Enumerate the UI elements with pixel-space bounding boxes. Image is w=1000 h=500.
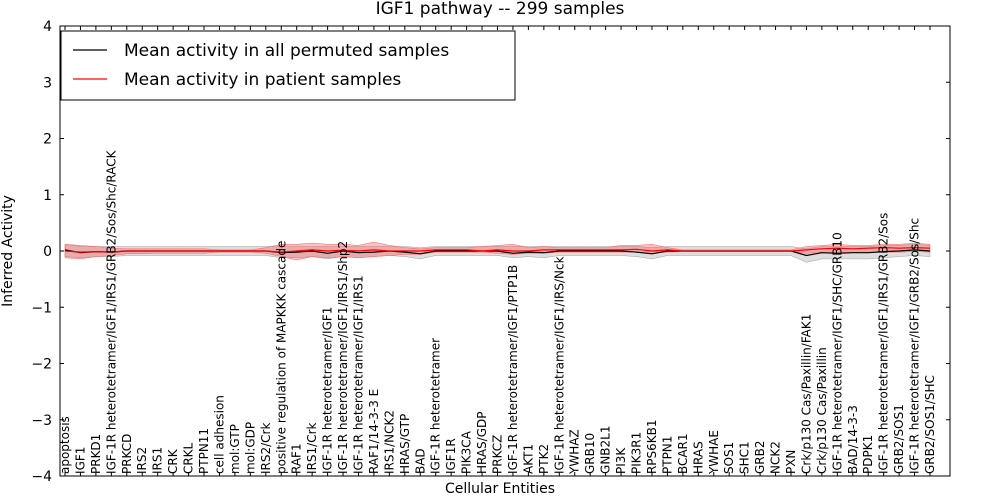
x-tick-label: GRB2/SOS1 bbox=[892, 404, 906, 474]
y-tick-label: −1 bbox=[31, 300, 52, 316]
y-tick-label: 3 bbox=[43, 75, 52, 91]
x-tick-label: SOS1 bbox=[722, 442, 736, 474]
x-tick-label: apoptosis bbox=[58, 416, 72, 474]
x-tick-label: BCAR1 bbox=[676, 433, 690, 474]
x-axis-title: Cellular Entities bbox=[445, 481, 555, 497]
x-tick-label: PTK2 bbox=[537, 444, 551, 474]
x-tick-label: IGF-1R heterotetramer/IGF1/GRB2/Sos/Shc bbox=[908, 218, 922, 474]
x-tick-label: GRB2 bbox=[753, 440, 767, 474]
x-tick-label: IGF-1R heterotetramer/IGF1/IRS1/GRB2/Sos… bbox=[104, 149, 118, 474]
x-tick-label: IGF-1R heterotetramer/IGF1/PTP1B bbox=[506, 265, 520, 474]
legend-label-permuted: Mean activity in all permuted samples bbox=[124, 41, 449, 61]
x-tick-label: positive regulation of MAPKKK cascade bbox=[274, 241, 288, 474]
x-tick-label: PRKCD bbox=[120, 434, 134, 474]
x-tick-label: IGF-1R heterotetramer bbox=[429, 338, 443, 474]
x-tick-label: IGF-1R heterotetramer/IGF1/IRS1/GRB2/Sos bbox=[877, 213, 891, 474]
x-tick-label: IRS2/Crk bbox=[259, 423, 273, 474]
legend-label-patient: Mean activity in patient samples bbox=[124, 70, 401, 90]
x-tick-label: IGF-1R heterotetramer/IGF1/IRS/Nck bbox=[552, 256, 566, 474]
y-tick-labels: −4 −3 −2 −1 0 1 2 3 4 bbox=[31, 19, 52, 485]
x-tick-label: PTPN11 bbox=[197, 428, 211, 474]
axis-ticks bbox=[60, 25, 950, 477]
y-tick-label: 1 bbox=[43, 188, 52, 204]
legend-box bbox=[60, 30, 516, 101]
x-tick-label: mol:GTP bbox=[228, 424, 242, 474]
x-tick-label: BAD bbox=[413, 448, 427, 474]
x-tick-label: YWHAZ bbox=[568, 429, 582, 475]
y-tick-label: 4 bbox=[43, 19, 52, 35]
x-tick-label: IGF-1R heterotetramer/IGF1/IRS1 bbox=[352, 275, 366, 474]
chart-title: IGF1 pathway -- 299 samples bbox=[376, 0, 625, 19]
x-tick-label: mol:GDP bbox=[243, 422, 257, 474]
x-tick-label: PI3K bbox=[614, 447, 628, 474]
line-series-1 bbox=[64, 246, 931, 253]
x-tick-label: PXN bbox=[784, 450, 798, 474]
x-tick-label: RAF1 bbox=[290, 443, 304, 474]
x-tick-label: PDPK1 bbox=[861, 435, 875, 474]
x-tick-label: IRS1 bbox=[151, 447, 165, 474]
x-tick-label: Crk/p130 Cas/Paxillin bbox=[815, 347, 829, 474]
series-lines bbox=[64, 246, 931, 257]
x-tick-label: IGF-1R heterotetramer/IGF1 bbox=[321, 307, 335, 474]
x-tick-label: HRAS/GDP bbox=[475, 412, 489, 475]
x-tick-label: CRK bbox=[166, 448, 180, 474]
x-tick-label: NCK2 bbox=[769, 441, 783, 474]
x-tick-label: BAD/14-3-3 bbox=[846, 405, 860, 474]
x-tick-label: IRS1/NCK2 bbox=[382, 410, 396, 474]
x-tick-label: PRKCZ bbox=[491, 435, 505, 474]
x-tick-label: GRB10 bbox=[583, 433, 597, 474]
x-tick-label: IGF1 bbox=[73, 447, 87, 474]
x-tick-labels: apoptosis IGF1 PRKD1 IGF-1R heterotetramer/… bbox=[58, 149, 937, 475]
x-tick-label: RAF1/14-3-3 E bbox=[367, 389, 381, 474]
y-tick-label: −2 bbox=[31, 357, 52, 373]
y-tick-label: −4 bbox=[31, 469, 52, 485]
x-tick-label: Crk/p130 Cas/Paxillin/FAK1 bbox=[799, 314, 813, 474]
x-tick-label: HRAS/GTP bbox=[398, 414, 412, 474]
x-tick-label: RPS6KB1 bbox=[645, 419, 659, 474]
x-tick-label: PIK3CA bbox=[460, 430, 474, 474]
x-tick-label: CRKL bbox=[182, 442, 196, 474]
x-tick-label: YWHAE bbox=[707, 430, 721, 475]
x-tick-label: AKT1 bbox=[521, 444, 535, 474]
x-tick-label: GRB2/SOS1/SHC bbox=[923, 375, 937, 474]
x-tick-label: PRKD1 bbox=[89, 434, 103, 474]
x-tick-label: PIK3R1 bbox=[630, 432, 644, 474]
x-tick-label: IRS1/Crk bbox=[305, 422, 319, 473]
x-tick-label: IGF-1R heterotetramer/IGF1/SHC/GRB10 bbox=[830, 232, 844, 474]
x-tick-label: HRAS bbox=[691, 441, 705, 474]
x-tick-label: IGF-1R heterotetramer/IGF1/IRS1/Shp2 bbox=[336, 241, 350, 474]
x-tick-label: IRS2 bbox=[135, 447, 149, 474]
confidence-bands bbox=[64, 241, 931, 263]
x-tick-label: GNB2L1 bbox=[599, 426, 613, 474]
x-tick-label: SHC1 bbox=[738, 441, 752, 474]
y-tick-label: 2 bbox=[43, 132, 52, 148]
y-tick-label: 0 bbox=[43, 244, 52, 260]
y-tick-label: −3 bbox=[31, 413, 52, 429]
y-axis-title: Inferred Activity bbox=[0, 195, 16, 307]
x-tick-label: IGF1R bbox=[444, 438, 458, 474]
x-tick-label: PTPN1 bbox=[660, 436, 674, 474]
x-tick-label: cell adhesion bbox=[213, 395, 227, 474]
legend: Mean activity in all permuted samples Me… bbox=[60, 30, 516, 101]
